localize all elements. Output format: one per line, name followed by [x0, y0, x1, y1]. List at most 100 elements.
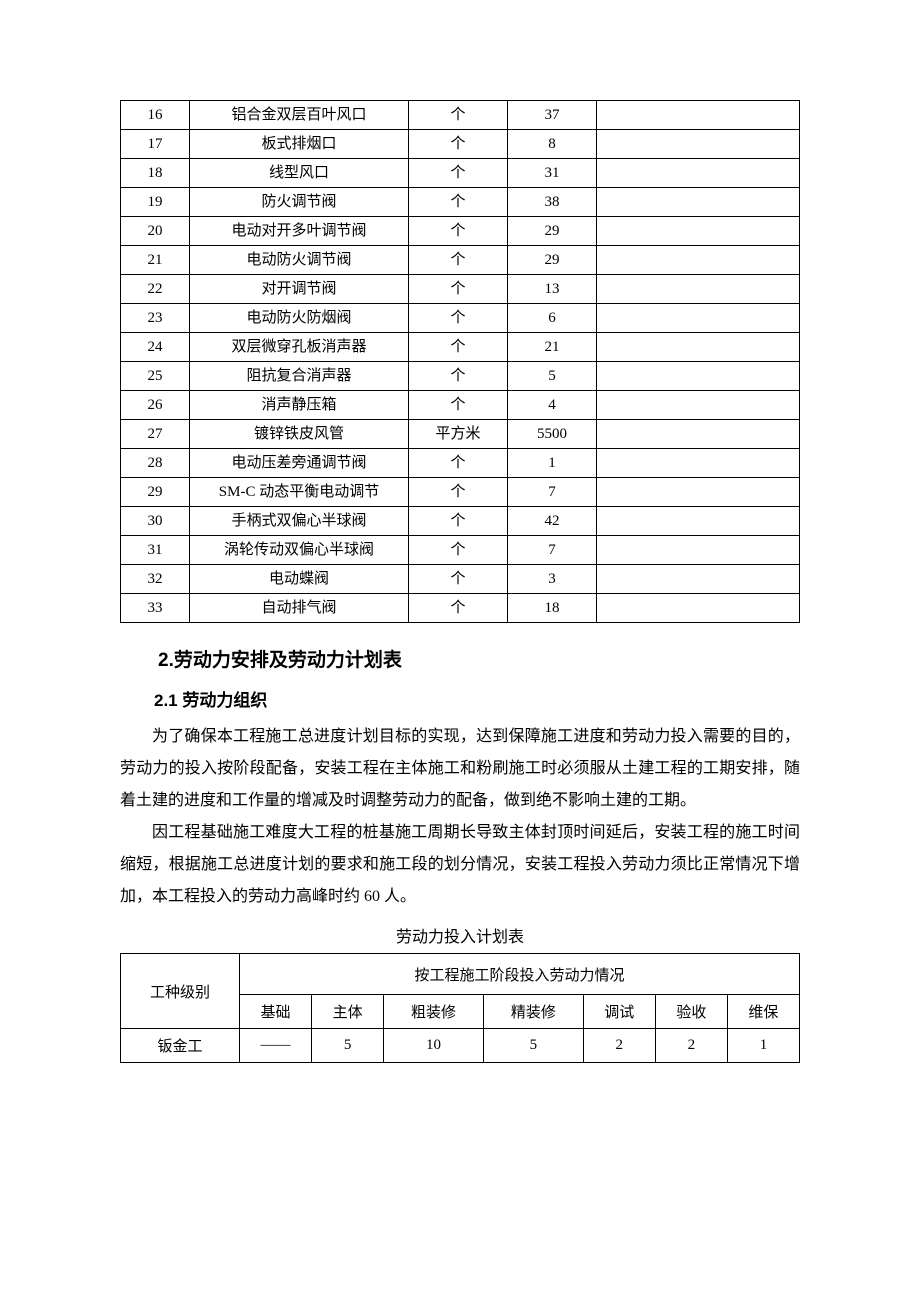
- table-cell: 电动对开多叶调节阀: [190, 217, 409, 246]
- table-cell: 16: [121, 101, 190, 130]
- table-cell: [597, 536, 800, 565]
- table-cell: 21: [508, 333, 597, 362]
- table-cell: 31: [121, 536, 190, 565]
- table-cell: 18: [121, 159, 190, 188]
- table-cell: 电动蝶阀: [190, 565, 409, 594]
- table-cell: 13: [508, 275, 597, 304]
- table-cell: 26: [121, 391, 190, 420]
- table-cell: [597, 275, 800, 304]
- table-cell: 2: [655, 1029, 727, 1063]
- table-cell: 22: [121, 275, 190, 304]
- table-row: 16铝合金双层百叶风口个37: [121, 101, 800, 130]
- table-cell: 21: [121, 246, 190, 275]
- labor-table: 工种级别 按工程施工阶段投入劳动力情况 基础主体粗装修精装修调试验收维保 钣金工…: [120, 953, 800, 1063]
- materials-table: 16铝合金双层百叶风口个3717板式排烟口个818线型风口个3119防火调节阀个…: [120, 100, 800, 623]
- table-cell: 5500: [508, 420, 597, 449]
- table-cell: 5: [483, 1029, 583, 1063]
- table-cell: SM-C 动态平衡电动调节: [190, 478, 409, 507]
- table-cell: 消声静压箱: [190, 391, 409, 420]
- table-cell: 自动排气阀: [190, 594, 409, 623]
- labor-stage-header: 调试: [583, 995, 655, 1029]
- table-cell: 2: [583, 1029, 655, 1063]
- table-cell: [597, 217, 800, 246]
- table-cell: 个: [409, 130, 508, 159]
- table-cell: [597, 391, 800, 420]
- table-cell: 板式排烟口: [190, 130, 409, 159]
- heading-2: 2.劳动力安排及劳动力计划表: [120, 645, 800, 672]
- table-cell: 电动防火调节阀: [190, 246, 409, 275]
- paragraph-1: 为了确保本工程施工总进度计划目标的实现，达到保障施工进度和劳动力投入需要的目的，…: [120, 721, 800, 817]
- table-cell: 1: [727, 1029, 799, 1063]
- labor-stage-header: 主体: [312, 995, 384, 1029]
- table-cell: 个: [409, 478, 508, 507]
- table-cell: 防火调节阀: [190, 188, 409, 217]
- table-row: 21电动防火调节阀个29: [121, 246, 800, 275]
- table-cell: 个: [409, 188, 508, 217]
- paragraph-2: 因工程基础施工难度大工程的桩基施工周期长导致主体封顶时间延后，安装工程的施工时间…: [120, 817, 800, 913]
- labor-table-caption: 劳动力投入计划表: [120, 923, 800, 947]
- table-row: 20电动对开多叶调节阀个29: [121, 217, 800, 246]
- table-row: 22对开调节阀个13: [121, 275, 800, 304]
- table-cell: 17: [121, 130, 190, 159]
- table-cell: 镀锌铁皮风管: [190, 420, 409, 449]
- labor-stage-header: 粗装修: [384, 995, 484, 1029]
- table-row: 28电动压差旁通调节阀个1: [121, 449, 800, 478]
- table-cell: [597, 304, 800, 333]
- table-cell: 个: [409, 594, 508, 623]
- labor-stage-header: 验收: [655, 995, 727, 1029]
- table-cell: 30: [121, 507, 190, 536]
- table-row: 25阻抗复合消声器个5: [121, 362, 800, 391]
- table-cell: [597, 362, 800, 391]
- table-row: 32电动蝶阀个3: [121, 565, 800, 594]
- table-cell: 个: [409, 333, 508, 362]
- table-cell: [597, 478, 800, 507]
- table-cell: [597, 188, 800, 217]
- table-cell: [597, 101, 800, 130]
- labor-header-group: 按工程施工阶段投入劳动力情况: [240, 954, 800, 995]
- heading-3: 2.1 劳动力组织: [120, 686, 800, 711]
- table-row: 17板式排烟口个8: [121, 130, 800, 159]
- table-cell: 平方米: [409, 420, 508, 449]
- table-cell: 个: [409, 565, 508, 594]
- table-cell: 个: [409, 391, 508, 420]
- table-row: 18线型风口个31: [121, 159, 800, 188]
- table-cell: 个: [409, 304, 508, 333]
- table-cell: 38: [508, 188, 597, 217]
- labor-header-rowspan: 工种级别: [121, 954, 240, 1029]
- table-cell: 3: [508, 565, 597, 594]
- table-cell: 对开调节阀: [190, 275, 409, 304]
- table-cell: 31: [508, 159, 597, 188]
- table-cell: 23: [121, 304, 190, 333]
- table-cell: 线型风口: [190, 159, 409, 188]
- table-cell: 32: [121, 565, 190, 594]
- table-cell: 37: [508, 101, 597, 130]
- table-cell: 手柄式双偏心半球阀: [190, 507, 409, 536]
- table-row: 31涡轮传动双偏心半球阀个7: [121, 536, 800, 565]
- table-row: 33自动排气阀个18: [121, 594, 800, 623]
- table-cell: 电动压差旁通调节阀: [190, 449, 409, 478]
- table-cell: [597, 507, 800, 536]
- table-cell: 42: [508, 507, 597, 536]
- table-cell: ——: [240, 1029, 312, 1063]
- table-cell: [597, 420, 800, 449]
- table-cell: 个: [409, 275, 508, 304]
- table-cell: 铝合金双层百叶风口: [190, 101, 409, 130]
- table-cell: 个: [409, 449, 508, 478]
- table-row: 29SM-C 动态平衡电动调节个7: [121, 478, 800, 507]
- table-row: 钣金工——5105221: [121, 1029, 800, 1063]
- labor-stage-header: 维保: [727, 995, 799, 1029]
- table-cell: 阻抗复合消声器: [190, 362, 409, 391]
- table-cell: 5: [312, 1029, 384, 1063]
- table-cell: [597, 159, 800, 188]
- table-cell: 24: [121, 333, 190, 362]
- table-row: 30手柄式双偏心半球阀个42: [121, 507, 800, 536]
- labor-stage-header: 精装修: [483, 995, 583, 1029]
- table-cell: [597, 449, 800, 478]
- table-cell: 20: [121, 217, 190, 246]
- table-cell: [597, 565, 800, 594]
- table-cell: 涡轮传动双偏心半球阀: [190, 536, 409, 565]
- table-cell: [597, 246, 800, 275]
- table-cell: [597, 333, 800, 362]
- table-row: 19防火调节阀个38: [121, 188, 800, 217]
- table-cell: 个: [409, 246, 508, 275]
